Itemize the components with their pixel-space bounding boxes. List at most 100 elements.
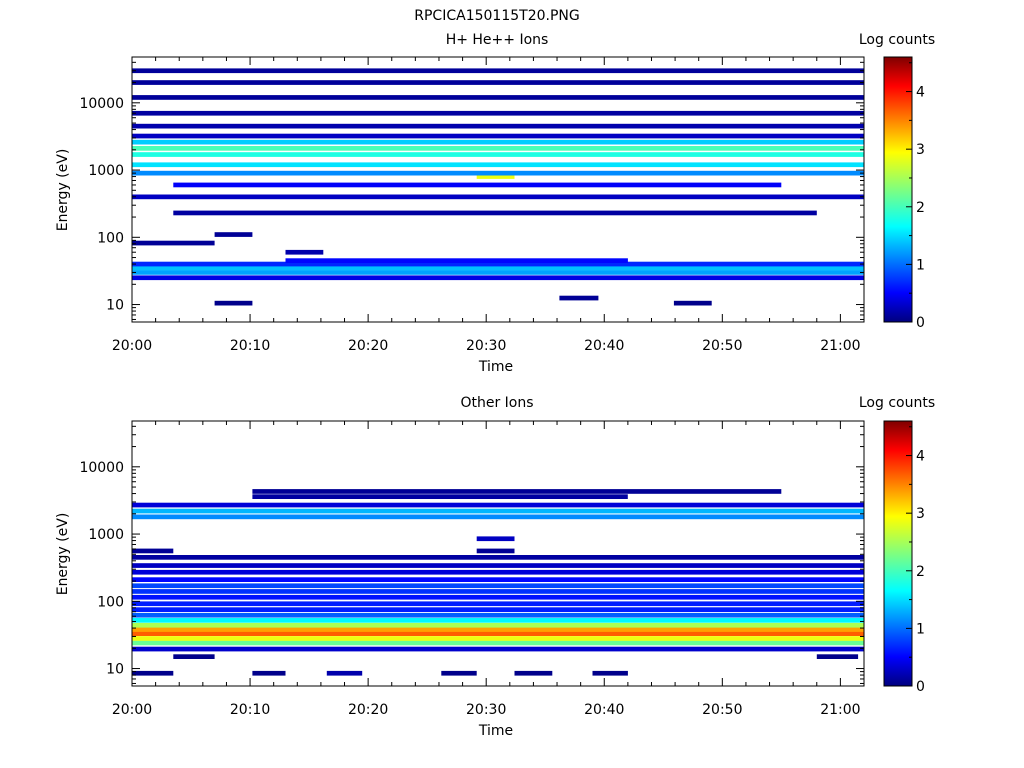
heatmap-cell — [132, 123, 864, 129]
x-tick-label: 20:00 — [112, 338, 152, 354]
heatmap-cell — [132, 261, 864, 267]
x-axis: 20:00 20:10 20:20 20:30 20:40 20:50 21:00 — [112, 421, 865, 718]
heatmap-cell — [132, 162, 864, 168]
colorbar-label: Log counts — [859, 32, 935, 48]
y-axis-label: Energy (eV) — [55, 513, 71, 596]
x-tick-label: 20:50 — [702, 338, 742, 354]
heatmap-cell — [132, 139, 864, 145]
heatmap-cell — [132, 631, 864, 636]
colorbar-tick-label: 1 — [916, 257, 925, 273]
heatmap-cells — [132, 68, 864, 306]
heatmap-cell — [476, 536, 515, 542]
x-tick-label: 20:50 — [702, 702, 742, 718]
heatmap-cell — [326, 670, 363, 676]
panel-title: Other Ions — [460, 395, 533, 411]
heatmap-cell — [132, 133, 864, 139]
heatmap-cell — [514, 670, 553, 676]
colorbar-tick-label: 0 — [916, 679, 925, 695]
heatmap-cell — [132, 270, 864, 275]
heatmap-cell — [592, 670, 628, 676]
heatmap-cell — [132, 589, 864, 594]
heatmap-cell — [132, 569, 864, 575]
y-tick-label: 1000 — [88, 163, 124, 179]
heatmap-cell — [132, 170, 864, 176]
heatmap-cell — [476, 174, 515, 179]
y-tick-label: 10000 — [79, 460, 124, 476]
heatmap-cell — [214, 232, 253, 237]
y-axis-label: Energy (eV) — [55, 149, 71, 232]
heatmap-cell — [132, 607, 864, 612]
x-axis-label: Time — [478, 723, 513, 739]
heatmap-cell — [132, 240, 215, 246]
colorbar-ticks: 0 1 2 3 4 — [906, 62, 925, 331]
x-tick-label: 21:00 — [820, 702, 860, 718]
heatmap-cell — [132, 563, 864, 568]
heatmap-cell — [285, 258, 628, 263]
heatmap-cell — [132, 622, 864, 628]
plot-frame — [131, 420, 865, 687]
heatmap-cell — [132, 265, 864, 271]
panel-other-ions: Other Ions Log counts 20:00 20:10 20:20 20:… — [55, 395, 935, 739]
y-tick-label: 10 — [106, 662, 124, 678]
y-tick-label: 100 — [97, 230, 124, 246]
heatmap-cell — [673, 300, 712, 306]
heatmap-cell — [132, 275, 864, 281]
heatmap-cell — [132, 636, 864, 641]
colorbar-tick-label: 3 — [916, 142, 925, 158]
heatmap-cell — [132, 601, 864, 607]
y-tick-label: 100 — [97, 594, 124, 610]
colorbar-label: Log counts — [859, 395, 935, 411]
heatmap-cell — [132, 640, 864, 646]
heatmap-cell — [476, 548, 515, 554]
heatmap-cell — [132, 627, 864, 632]
x-tick-label: 20:40 — [584, 338, 624, 354]
x-tick-label: 20:30 — [466, 702, 506, 718]
heatmap-cell — [285, 249, 324, 255]
y-axis: 10 100 1000 10000 — [79, 61, 864, 320]
heatmap-cell — [132, 646, 864, 652]
heatmap-cell — [132, 548, 174, 554]
heatmap-cell — [132, 146, 864, 151]
heatmap-cell — [132, 110, 864, 116]
heatmap-cell — [214, 300, 253, 306]
heatmap-cell — [816, 654, 859, 659]
heatmap-cell — [132, 95, 864, 100]
heatmap-cell — [132, 577, 864, 582]
colorbar-ticks: 0 1 2 3 4 — [906, 426, 925, 695]
x-tick-label: 20:10 — [230, 338, 270, 354]
panel-title: H+ He++ Ions — [446, 32, 549, 48]
colorbar — [883, 56, 913, 323]
heatmap-cell — [252, 670, 286, 676]
x-tick-label: 20:10 — [230, 702, 270, 718]
colorbar-tick-label: 0 — [916, 315, 925, 331]
x-axis-label: Time — [478, 359, 513, 375]
heatmap-cell — [132, 555, 864, 560]
panel-h-he: H+ He++ Ions Log counts 20:00 20:10 20:20 2… — [55, 32, 935, 375]
y-tick-label: 10000 — [79, 96, 124, 112]
heatmap-cell — [132, 502, 864, 508]
x-axis: 20:00 20:10 20:20 20:30 20:40 20:50 21:00 — [112, 57, 865, 354]
heatmap-cell — [173, 654, 215, 659]
colorbar-tick-label: 3 — [916, 506, 925, 522]
x-tick-label: 20:00 — [112, 702, 152, 718]
x-tick-label: 20:20 — [348, 338, 388, 354]
heatmap-cell — [252, 494, 628, 499]
colorbar — [883, 420, 913, 687]
heatmap-cell — [173, 182, 782, 188]
heatmap-cell — [252, 489, 782, 494]
y-axis: 10 100 1000 10000 — [79, 425, 864, 684]
y-tick-label: 10 — [106, 298, 124, 314]
plot-frame — [131, 56, 865, 323]
colorbar-tick-label: 4 — [916, 85, 925, 101]
heatmap-cell — [441, 670, 477, 676]
heatmap-cell — [559, 295, 599, 301]
page-title: RPCICA150115T20.PNG — [414, 8, 579, 24]
y-tick-label: 1000 — [88, 527, 124, 543]
heatmap-cell — [132, 670, 174, 676]
heatmap-cell — [132, 583, 864, 589]
heatmap-cell — [173, 210, 817, 216]
x-tick-label: 20:30 — [466, 338, 506, 354]
heatmap-cell — [132, 152, 864, 157]
heatmap-cell — [132, 612, 864, 618]
